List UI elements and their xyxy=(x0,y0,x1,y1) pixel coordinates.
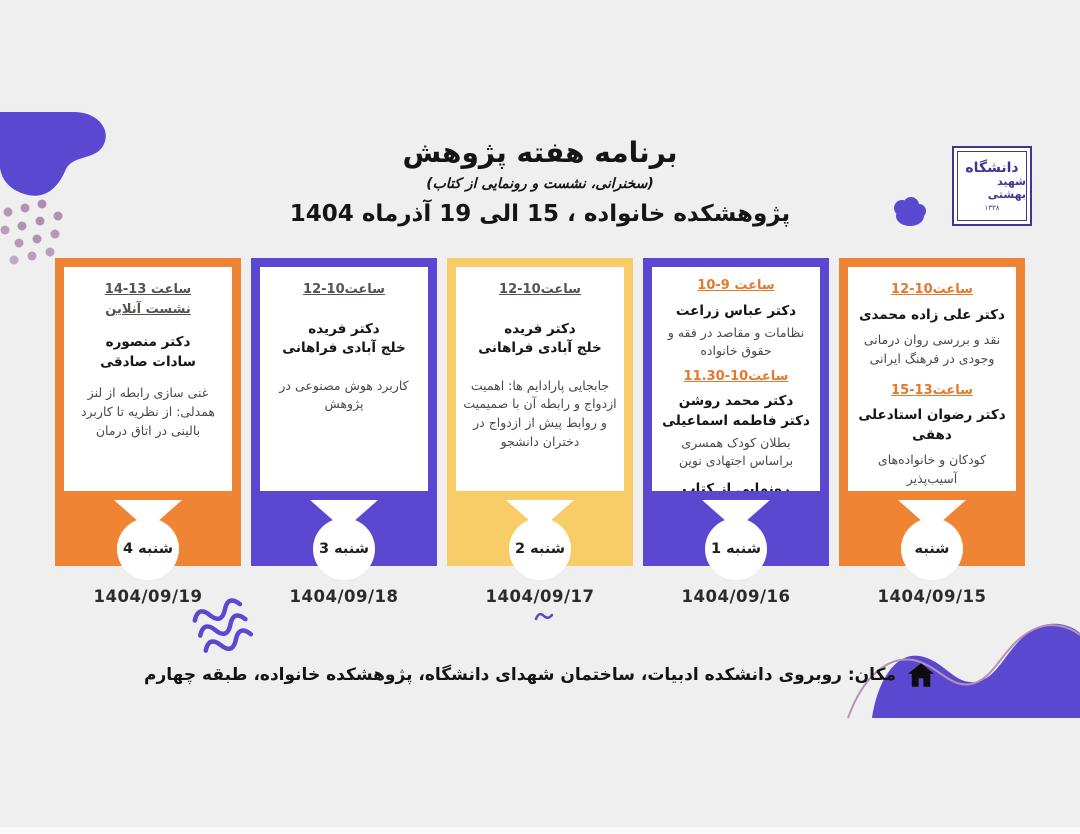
speaker-name: سادات صادقی xyxy=(100,353,196,370)
location-text: مکان: روبروی دانشکده ادبیات، ساختمان شهد… xyxy=(144,665,896,685)
speaker-block: دکتر منصوره سادات صادقی xyxy=(71,333,225,372)
page-subtitle-dates: پژوهشکده خانواده ، 15 الی 19 آذرماه 1404 xyxy=(289,201,791,227)
logo-text-line1: دانشگاه xyxy=(965,159,1019,176)
speaker-name: خلج آبادی فراهانی xyxy=(282,340,406,357)
speaker-name: دکتر رضوان استادعلی دهقی xyxy=(858,407,1006,443)
day-circle: 4 شنبه xyxy=(117,518,179,580)
speaker-block: دکتر رضوان استادعلی دهقی xyxy=(855,406,1009,445)
speaker-name: خلج آبادی فراهانی xyxy=(478,340,602,357)
logo-year: ۱۳۳۸ xyxy=(984,204,1000,213)
speaker-name: دکتر علی زاده محمدی xyxy=(859,306,1005,323)
session-time: ساعت 13-14 xyxy=(104,282,192,297)
event-card-wednesday: ساعت 13-14 نشست آنلاین دکتر منصوره سادات… xyxy=(55,258,241,606)
event-card-monday: ساعت10-12 دکتر فریده خلج آبادی فراهانی ج… xyxy=(447,258,633,606)
session: ساعت 9-10 دکتر عباس زراعت نظامات و مقاصد… xyxy=(659,276,813,360)
speaker-name: دکتر فاطمه اسماعیلی xyxy=(662,412,810,429)
speaker-block: دکتر محمد روشن دکتر فاطمه اسماعیلی xyxy=(659,392,813,431)
event-card-saturday: ساعت10-12 دکتر علی زاده محمدی نقد و بررس… xyxy=(839,258,1025,606)
speaker-name: دکتر عباس زراعت xyxy=(675,302,797,319)
speaker-block: دکتر علی زاده محمدی xyxy=(855,306,1009,326)
speaker-name: دکتر محمد روشن xyxy=(678,393,794,410)
card-color-bar: 2 شنبه xyxy=(447,500,633,580)
card-date: 1404/09/17 xyxy=(485,587,595,606)
book-unveiling-label: رونمایی از کتاب xyxy=(682,480,790,497)
event-card-sunday: ساعت 9-10 دکتر عباس زراعت نظامات و مقاصد… xyxy=(643,258,829,606)
card-body: ساعت10-12 دکتر فریده خلج آبادی فراهانی ک… xyxy=(251,258,437,500)
card-color-bar: 4 شنبه xyxy=(55,500,241,580)
speaker-name: دکتر منصوره xyxy=(105,334,191,350)
page-title: برنامه هفته پژوهش xyxy=(402,136,678,169)
speaker-name: دکتر فریده xyxy=(504,320,576,337)
event-card-tuesday: ساعت10-12 دکتر فریده خلج آبادی فراهانی ک… xyxy=(251,258,437,606)
card-date: 1404/09/19 xyxy=(93,587,203,606)
card-color-bar: 1 شنبه xyxy=(643,500,829,580)
speaker-block: دکتر فریده خلج آبادی فراهانی xyxy=(463,320,617,359)
schedule-cards-row: ساعت10-12 دکتر علی زاده محمدی نقد و بررس… xyxy=(55,258,1025,606)
speaker-block: دکتر فریده خلج آبادی فراهانی xyxy=(267,320,421,359)
session-format-online: نشست آنلاین xyxy=(105,301,191,317)
card-body: ساعت 9-10 دکتر عباس زراعت نظامات و مقاصد… xyxy=(643,258,829,500)
session-topic: کودکان و خانواده‌های آسیب‌پذیر xyxy=(877,452,987,486)
session-topic: جابجایی پارادایم ها: اهمیت ازدواج و رابط… xyxy=(463,377,617,449)
university-logo: دانشگاه شهید بهشتی ۱۳۳۸ xyxy=(952,146,1032,226)
session: ساعت13-15 دکتر رضوان استادعلی دهقی کودکا… xyxy=(855,381,1009,489)
card-date: 1404/09/15 xyxy=(877,587,987,606)
session-topic: بطلان کودک همسری براساس اجتهادی نوین xyxy=(678,435,794,468)
speaker-block: دکتر عباس زراعت xyxy=(659,302,813,322)
card-color-bar: 3 شنبه xyxy=(251,500,437,580)
card-body: ساعت10-12 دکتر فریده خلج آبادی فراهانی ج… xyxy=(447,258,633,500)
session-time: ساعت13-15 xyxy=(891,382,973,398)
card-body: ساعت10-12 دکتر علی زاده محمدی نقد و بررس… xyxy=(839,258,1025,500)
card-date: 1404/09/16 xyxy=(681,587,791,606)
session-time: ساعت 9-10 xyxy=(697,278,775,293)
session-time: ساعت10-11.30 xyxy=(683,368,789,384)
session-topic: نقد و بررسی روان درمانی وجودی در فرهنگ ا… xyxy=(863,332,1001,366)
speaker-name: دکتر فریده xyxy=(308,320,380,337)
session: ساعت10-12 دکتر علی زاده محمدی نقد و بررس… xyxy=(855,280,1009,369)
card-color-bar: شنبه xyxy=(839,500,1025,580)
logo-text-line2: شهید بهشتی xyxy=(987,174,1026,201)
location-line: مکان: روبروی دانشکده ادبیات، ساختمان شهد… xyxy=(0,660,1080,690)
session-topic: غنی سازی رابطه از لنز همدلی: از نظریه تا… xyxy=(80,385,216,438)
home-icon xyxy=(907,663,934,687)
day-circle: 3 شنبه xyxy=(313,518,375,580)
session-time: ساعت10-12 xyxy=(303,282,385,297)
session-topic: نظامات و مقاصد در فقه و حقوق خانواده xyxy=(667,325,805,358)
card-date: 1404/09/18 xyxy=(289,587,399,606)
session: ساعت10-11.30 دکتر محمد روشن دکتر فاطمه ا… xyxy=(659,367,813,497)
session: ساعت 13-14 نشست آنلاین دکتر منصوره سادات… xyxy=(71,280,225,440)
page-subtitle: (سخنرانی، نشست و رونمایی از کتاب) xyxy=(426,176,654,192)
session: ساعت10-12 دکتر فریده خلج آبادی فراهانی ج… xyxy=(463,280,617,452)
session-topic: کاربرد هوش مصنوعی در پژوهش xyxy=(279,377,409,412)
session-time: ساعت10-12 xyxy=(499,282,581,297)
card-body: ساعت 13-14 نشست آنلاین دکتر منصوره سادات… xyxy=(55,258,241,500)
day-circle: 2 شنبه xyxy=(509,518,571,580)
day-circle: شنبه xyxy=(901,518,963,580)
day-circle: 1 شنبه xyxy=(705,518,767,580)
mini-squiggle-decoration xyxy=(534,612,554,621)
session-time: ساعت10-12 xyxy=(891,282,973,297)
poster-header: برنامه هفته پژوهش (سخنرانی، نشست و رونما… xyxy=(0,136,1080,227)
session: ساعت10-12 دکتر فریده خلج آبادی فراهانی ک… xyxy=(267,280,421,414)
university-logo-frame: دانشگاه شهید بهشتی ۱۳۳۸ xyxy=(957,151,1027,221)
bottom-strip xyxy=(0,827,1080,834)
